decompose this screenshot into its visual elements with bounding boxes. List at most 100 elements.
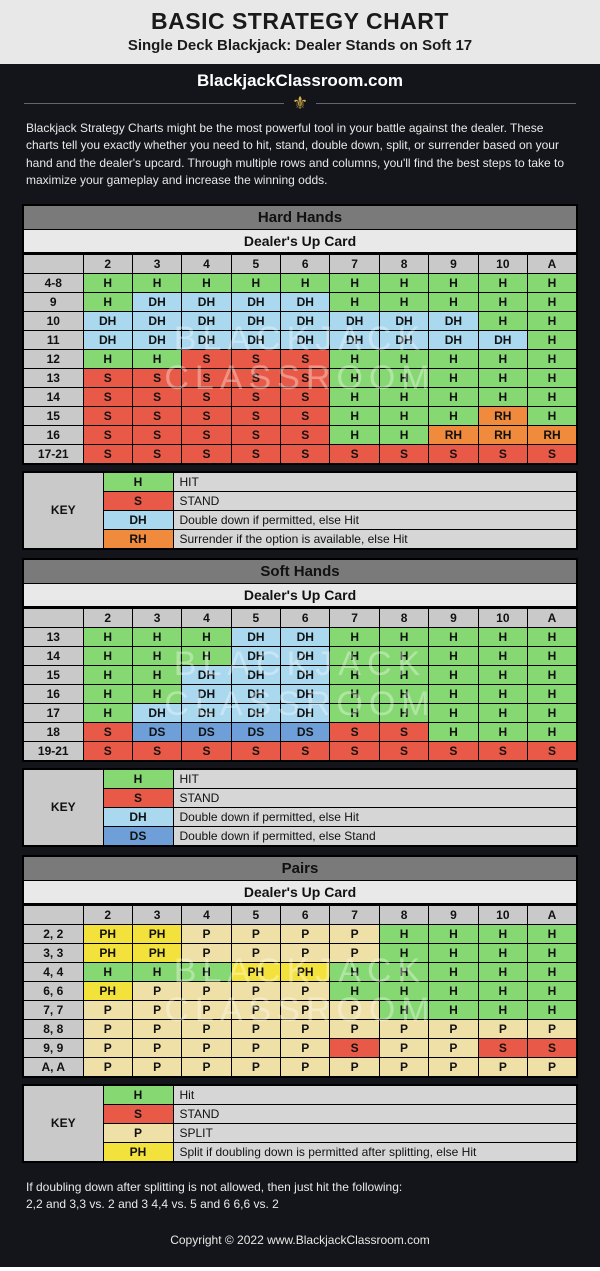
strategy-cell: P bbox=[281, 1019, 330, 1038]
strategy-cell: H bbox=[132, 962, 181, 981]
strategy-cell: DH bbox=[182, 665, 231, 684]
strategy-cell: H bbox=[478, 665, 527, 684]
row-header: 19-21 bbox=[23, 741, 83, 761]
strategy-cell: H bbox=[330, 703, 379, 722]
key-meaning: Double down if permitted, else Stand bbox=[173, 826, 577, 846]
key-symbol: DH bbox=[103, 510, 173, 529]
strategy-cell: H bbox=[330, 349, 379, 368]
row-header: 3, 3 bbox=[23, 943, 83, 962]
strategy-cell: P bbox=[281, 1057, 330, 1077]
strategy-cell: RH bbox=[528, 425, 577, 444]
row-header: 9, 9 bbox=[23, 1038, 83, 1057]
key-symbol: RH bbox=[103, 529, 173, 549]
strategy-cell: H bbox=[132, 349, 181, 368]
strategy-cell: H bbox=[330, 962, 379, 981]
row-header: 4, 4 bbox=[23, 962, 83, 981]
strategy-cell: P bbox=[528, 1057, 577, 1077]
strategy-cell: RH bbox=[478, 406, 527, 425]
strategy-cell: S bbox=[83, 722, 132, 741]
key-meaning: HIT bbox=[173, 769, 577, 789]
strategy-cell: DH bbox=[281, 330, 330, 349]
strategy-cell: H bbox=[429, 943, 478, 962]
strategy-cell: P bbox=[83, 1019, 132, 1038]
strategy-cell: H bbox=[528, 1000, 577, 1019]
strategy-cell: H bbox=[379, 425, 428, 444]
strategy-cell: P bbox=[182, 981, 231, 1000]
strategy-cell: H bbox=[132, 684, 181, 703]
strategy-cell: H bbox=[478, 943, 527, 962]
strategy-cell: H bbox=[478, 684, 527, 703]
dealer-col-5: 5 bbox=[231, 608, 280, 627]
strategy-cell: P bbox=[83, 1057, 132, 1077]
strategy-cell: P bbox=[379, 1038, 428, 1057]
strategy-cell: H bbox=[429, 962, 478, 981]
strategy-cell: S bbox=[132, 406, 181, 425]
dealer-col-2: 2 bbox=[83, 905, 132, 924]
key-symbol: DS bbox=[103, 826, 173, 846]
strategy-cell: DH bbox=[132, 292, 181, 311]
corner-cell bbox=[23, 608, 83, 627]
copyright: Copyright © 2022 www.BlackjackClassroom.… bbox=[0, 1215, 600, 1267]
soft-subtitle: Dealer's Up Card bbox=[22, 583, 578, 608]
strategy-cell: DH bbox=[478, 330, 527, 349]
strategy-cell: DH bbox=[281, 627, 330, 646]
strategy-cell: P bbox=[231, 981, 280, 1000]
strategy-cell: DS bbox=[281, 722, 330, 741]
row-header: 14 bbox=[23, 387, 83, 406]
strategy-cell: H bbox=[379, 368, 428, 387]
strategy-cell: S bbox=[231, 741, 280, 761]
strategy-cell: P bbox=[231, 1038, 280, 1057]
strategy-cell: H bbox=[478, 646, 527, 665]
strategy-cell: P bbox=[182, 1000, 231, 1019]
strategy-cell: S bbox=[231, 406, 280, 425]
strategy-cell: H bbox=[429, 387, 478, 406]
hard-key: KEYHHITSSTANDDHDouble down if permitted,… bbox=[22, 471, 578, 550]
divider: ⚜ bbox=[0, 94, 600, 114]
strategy-cell: P bbox=[182, 1038, 231, 1057]
strategy-cell: S bbox=[182, 741, 231, 761]
strategy-cell: H bbox=[429, 981, 478, 1000]
strategy-cell: P bbox=[330, 1057, 379, 1077]
strategy-cell: H bbox=[182, 646, 231, 665]
strategy-cell: H bbox=[379, 665, 428, 684]
strategy-cell: H bbox=[478, 962, 527, 981]
strategy-cell: S bbox=[83, 741, 132, 761]
strategy-cell: P bbox=[83, 1038, 132, 1057]
strategy-cell: S bbox=[330, 444, 379, 464]
strategy-cell: H bbox=[528, 292, 577, 311]
key-label: KEY bbox=[23, 769, 103, 846]
strategy-cell: DH bbox=[281, 703, 330, 722]
key-meaning: HIT bbox=[173, 472, 577, 492]
strategy-cell: H bbox=[379, 981, 428, 1000]
key-meaning: Double down if permitted, else Hit bbox=[173, 510, 577, 529]
strategy-cell: H bbox=[528, 722, 577, 741]
strategy-cell: H bbox=[478, 387, 527, 406]
row-header: 13 bbox=[23, 368, 83, 387]
strategy-cell: S bbox=[528, 1038, 577, 1057]
dealer-col-3: 3 bbox=[132, 608, 181, 627]
strategy-cell: P bbox=[330, 924, 379, 943]
strategy-cell: H bbox=[528, 703, 577, 722]
soft-table-wrap: 2345678910A13HHHDHDHHHHHH14HHHDHDHHHHHH1… bbox=[22, 608, 578, 762]
strategy-cell: H bbox=[83, 646, 132, 665]
strategy-cell: S bbox=[231, 444, 280, 464]
strategy-cell: H bbox=[429, 273, 478, 292]
strategy-cell: S bbox=[231, 368, 280, 387]
key-meaning: STAND bbox=[173, 1104, 577, 1123]
dealer-col-9: 9 bbox=[429, 254, 478, 273]
strategy-cell: DH bbox=[182, 292, 231, 311]
strategy-cell: H bbox=[528, 646, 577, 665]
strategy-cell: S bbox=[528, 444, 577, 464]
strategy-cell: H bbox=[478, 1000, 527, 1019]
strategy-cell: S bbox=[182, 406, 231, 425]
strategy-cell: S bbox=[379, 444, 428, 464]
dealer-col-10: 10 bbox=[478, 905, 527, 924]
strategy-cell: H bbox=[528, 684, 577, 703]
strategy-cell: H bbox=[528, 665, 577, 684]
strategy-cell: H bbox=[379, 349, 428, 368]
strategy-cell: P bbox=[132, 1000, 181, 1019]
strategy-cell: DH bbox=[83, 311, 132, 330]
strategy-cell: H bbox=[478, 722, 527, 741]
strategy-cell: H bbox=[330, 981, 379, 1000]
strategy-cell: P bbox=[281, 924, 330, 943]
